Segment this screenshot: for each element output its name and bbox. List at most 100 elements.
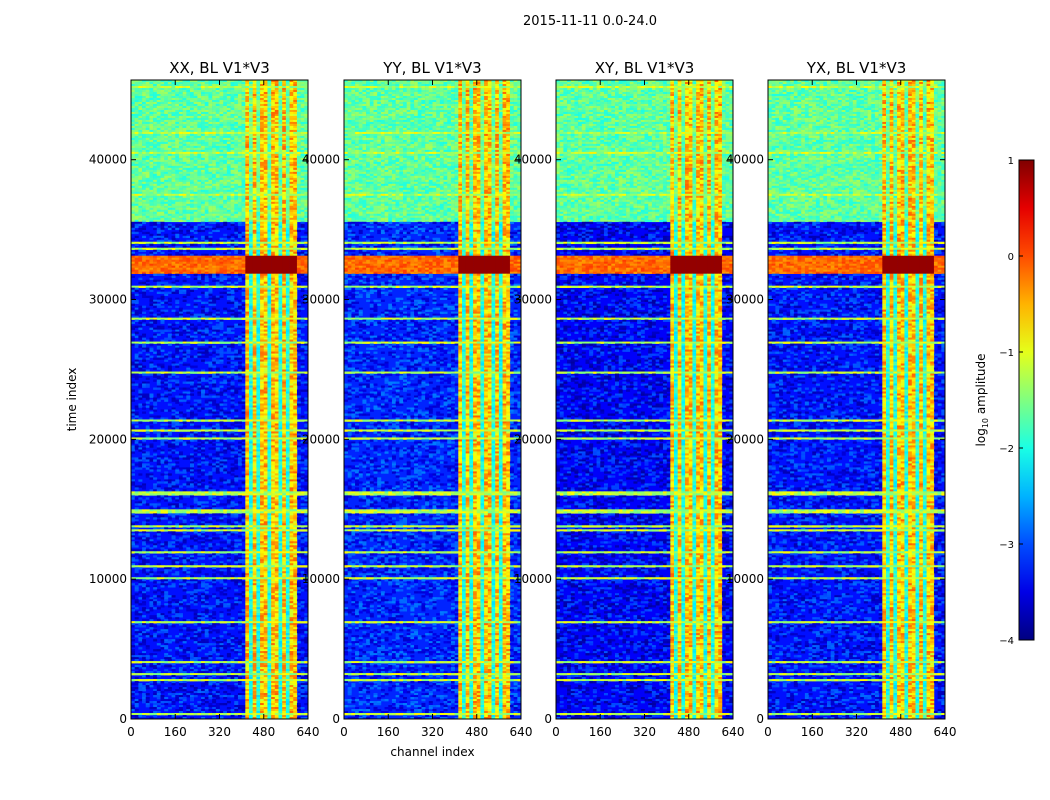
heatmap-cell	[253, 112, 257, 114]
heatmap-cell	[290, 102, 294, 104]
heatmap-cell	[153, 118, 157, 120]
heatmap-cell	[282, 94, 286, 96]
heatmap-cell	[227, 84, 231, 86]
heatmap-cell	[282, 90, 286, 92]
heatmap-cell	[179, 112, 183, 114]
heatmap-cell	[208, 90, 212, 92]
heatmap-cell	[194, 104, 198, 106]
heatmap-cell	[149, 110, 153, 112]
heatmap-cell	[168, 116, 172, 118]
heatmap-cell	[135, 88, 139, 90]
heatmap-cell	[216, 88, 220, 90]
heatmap-cell	[138, 94, 142, 96]
heatmap-cell	[183, 102, 187, 104]
heatmap-cell	[131, 110, 135, 112]
heatmap-cell	[216, 114, 220, 116]
heatmap-cell	[242, 110, 246, 112]
heatmap-cell	[297, 84, 301, 86]
heatmap-cell	[260, 94, 264, 96]
heatmap-cell	[223, 82, 227, 84]
heatmap-cell	[227, 90, 231, 92]
heatmap-cell	[138, 90, 142, 92]
heatmap-cell	[282, 106, 286, 108]
heatmap-cell	[175, 90, 179, 92]
heatmap-cell	[253, 104, 257, 106]
heatmap-cell	[264, 108, 268, 110]
heatmap-cell	[267, 90, 271, 92]
heatmap-cell	[249, 110, 253, 112]
heatmap-cell	[175, 84, 179, 86]
heatmap-cell	[172, 104, 176, 106]
heatmap-cell	[297, 90, 301, 92]
heatmap-cell	[286, 100, 290, 102]
heatmap-cell	[249, 88, 253, 90]
heatmap-cell	[290, 106, 294, 108]
heatmap-cell	[179, 102, 183, 104]
heatmap-cell	[279, 106, 283, 108]
heatmap-cell	[290, 82, 294, 84]
heatmap-cell	[275, 96, 279, 98]
heatmap-cell	[220, 108, 224, 110]
heatmap-cell	[238, 100, 242, 102]
heatmap-cell	[286, 110, 290, 112]
heatmap-cell	[142, 104, 146, 106]
heatmap-cell	[175, 100, 179, 102]
heatmap-cell	[264, 114, 268, 116]
heatmap-cell	[197, 86, 201, 88]
heatmap-cell	[138, 96, 142, 98]
heatmap-cell	[279, 86, 283, 88]
heatmap-cell	[175, 92, 179, 94]
heatmap-cell	[253, 88, 257, 90]
heatmap-cell	[231, 82, 235, 84]
heatmap-cell	[153, 96, 157, 98]
heatmap-cell	[205, 84, 209, 86]
heatmap-cell	[293, 86, 297, 88]
heatmap-cell	[135, 96, 139, 98]
heatmap-cell	[161, 104, 165, 106]
heatmap-cell	[282, 110, 286, 112]
heatmap-cell	[194, 106, 198, 108]
heatmap-cell	[138, 110, 142, 112]
heatmap-cell	[242, 94, 246, 96]
heatmap-cell	[135, 112, 139, 114]
heatmap-cell	[131, 94, 135, 96]
heatmap-cell	[135, 86, 139, 88]
heatmap-cell	[231, 98, 235, 100]
heatmap-cell	[253, 116, 257, 118]
heatmap-cell	[135, 104, 139, 106]
heatmap-cell	[234, 86, 238, 88]
heatmap-cell	[260, 100, 264, 102]
heatmap-cell	[231, 106, 235, 108]
heatmap-cell	[161, 92, 165, 94]
heatmap-cell	[227, 102, 231, 104]
heatmap-cell	[223, 86, 227, 88]
heatmap-cell	[242, 84, 246, 86]
heatmap-cell	[249, 104, 253, 106]
heatmap-cell	[231, 94, 235, 96]
heatmap-cell	[249, 106, 253, 108]
heatmap-cell	[227, 96, 231, 98]
heatmap-cell	[227, 104, 231, 106]
heatmap-cell	[297, 96, 301, 98]
heatmap-cell	[186, 98, 190, 100]
heatmap-cell	[172, 108, 176, 110]
heatmap-cell	[290, 104, 294, 106]
heatmap-cell	[286, 94, 290, 96]
heatmap-cell	[216, 86, 220, 88]
heatmap-cell	[267, 82, 271, 84]
heatmap-cell	[220, 96, 224, 98]
heatmap-cell	[201, 86, 205, 88]
heatmap-cell	[157, 90, 161, 92]
heatmap-cell	[301, 106, 305, 108]
heatmap-cell	[256, 98, 260, 100]
heatmap-cell	[282, 116, 286, 118]
heatmap-cell	[164, 100, 168, 102]
heatmap-cell	[238, 112, 242, 114]
heatmap-cell	[197, 84, 201, 86]
heatmap-cell	[216, 106, 220, 108]
heatmap-cell	[286, 82, 290, 84]
heatmap-cell	[179, 92, 183, 94]
heatmap-cell	[212, 84, 216, 86]
heatmap-cell	[253, 94, 257, 96]
heatmap-cell	[264, 98, 268, 100]
